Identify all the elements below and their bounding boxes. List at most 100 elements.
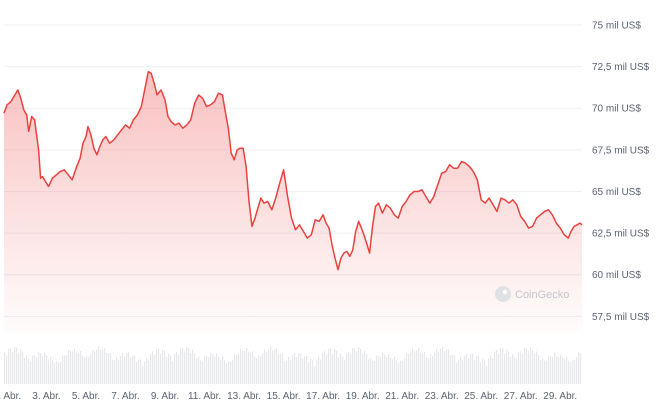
volume-bar <box>124 356 126 384</box>
volume-bar <box>16 347 18 384</box>
volume-bar <box>52 360 54 384</box>
volume-bar <box>506 349 508 384</box>
volume-bar <box>94 351 96 384</box>
volume-bar <box>250 352 252 384</box>
volume-bar <box>156 349 158 384</box>
volume-bar <box>320 359 322 384</box>
volume-bar <box>128 352 130 384</box>
volume-bar <box>416 350 418 384</box>
volume-bar <box>184 351 186 384</box>
volume-bar <box>226 363 228 384</box>
x-tick-label: 5. Abr. <box>72 391 100 402</box>
volume-bar <box>578 352 580 384</box>
volume-bar <box>50 357 52 384</box>
volume-bar <box>558 357 560 384</box>
volume-bar <box>134 355 136 384</box>
volume-bar <box>140 359 142 384</box>
volume-bar <box>364 350 366 384</box>
volume-bar <box>120 355 122 384</box>
volume-bar <box>246 347 248 384</box>
volume-bar <box>342 356 344 384</box>
volume-bar <box>90 354 92 384</box>
volume-bar <box>450 355 452 384</box>
x-tick-label: 29. Abr. <box>543 391 577 402</box>
x-tick-label: 15. Abr. <box>267 391 301 402</box>
volume-bar <box>34 355 36 384</box>
volume-bar <box>266 351 268 384</box>
volume-bar <box>540 360 542 384</box>
volume-bar <box>470 354 472 384</box>
volume-bar <box>362 353 364 384</box>
x-tick-label: 17. Abr. <box>306 391 340 402</box>
volume-bar <box>284 361 286 384</box>
volume-bar <box>168 353 170 384</box>
volume-bar <box>560 354 562 384</box>
volume-bar <box>296 357 298 384</box>
volume-bar <box>106 352 108 384</box>
volume-bar <box>60 361 62 384</box>
volume-bar <box>490 355 492 384</box>
volume-bar <box>398 362 400 384</box>
volume-bar <box>20 349 22 384</box>
volume-bar <box>424 351 426 384</box>
volume-bar <box>374 360 376 384</box>
volume-bar <box>442 346 444 384</box>
volume-bar <box>104 347 106 384</box>
volume-bar <box>420 352 422 384</box>
volume-bar <box>122 353 124 384</box>
volume-bar <box>436 348 438 384</box>
x-tick-label: 21. Abr. <box>385 391 419 402</box>
volume-bar <box>182 348 184 384</box>
volume-bar <box>72 351 74 384</box>
volume-bar <box>154 354 156 384</box>
volume-bar <box>158 348 160 384</box>
volume-bar <box>70 351 72 384</box>
price-line <box>3 70 583 271</box>
volume-bar <box>556 355 558 384</box>
volume-bar <box>432 355 434 384</box>
volume-bar <box>152 351 154 384</box>
volume-bar <box>32 355 34 384</box>
volume-bar <box>272 350 274 384</box>
volume-bar <box>86 355 88 384</box>
volume-bar <box>484 360 486 384</box>
volume-bar <box>160 353 162 384</box>
volume-bar <box>24 357 26 384</box>
volume-bar <box>132 355 134 384</box>
volume-bar <box>44 352 46 384</box>
y-tick-label: 60 mil US$ <box>592 270 641 281</box>
volume-bar <box>462 360 464 384</box>
volume-bar <box>192 349 194 384</box>
volume-bar <box>56 361 58 384</box>
volume-bar <box>418 347 420 384</box>
volume-bar <box>360 348 362 384</box>
volume-bar <box>150 353 152 384</box>
volume-bar <box>180 348 182 384</box>
volume-bar <box>74 348 76 384</box>
x-tick-label: 3. Abr. <box>32 391 60 402</box>
volume-bar <box>572 359 574 384</box>
volume-bar <box>580 353 582 384</box>
x-tick-label: 13. Abr. <box>227 391 261 402</box>
volume-bar <box>316 359 318 384</box>
volume-bar <box>492 358 494 384</box>
volume-bar <box>574 359 576 384</box>
x-tick-label: 7. Abr. <box>111 391 139 402</box>
volume-bar <box>406 353 408 384</box>
volume-bar <box>62 355 64 384</box>
volume-bar <box>202 361 204 384</box>
volume-bar <box>482 358 484 384</box>
volume-bar <box>536 351 538 384</box>
volume-bar <box>116 357 118 384</box>
x-tick-label: 9. Abr. <box>151 391 179 402</box>
volume-bar <box>42 356 44 384</box>
volume-bar <box>278 354 280 384</box>
volume-bar <box>194 352 196 384</box>
volume-bar <box>500 348 502 384</box>
volume-bar <box>286 360 288 384</box>
volume-bar <box>204 355 206 384</box>
volume-bar <box>230 361 232 384</box>
volume-bar <box>336 350 338 384</box>
volume-bar <box>162 349 164 384</box>
coingecko-logo-eye <box>502 289 508 295</box>
